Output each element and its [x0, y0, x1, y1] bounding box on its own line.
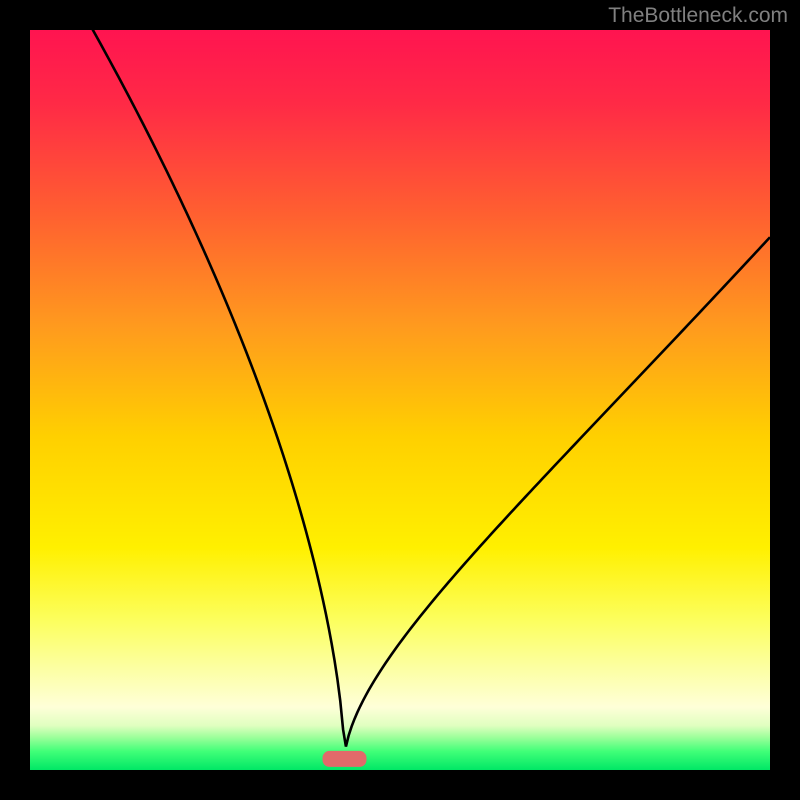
chart-container: TheBottleneck.com [0, 0, 800, 800]
watermark-text: TheBottleneck.com [608, 4, 788, 28]
bottleneck-curve-chart [0, 0, 800, 800]
optimal-marker [323, 751, 367, 767]
plot-gradient-background [30, 30, 770, 770]
